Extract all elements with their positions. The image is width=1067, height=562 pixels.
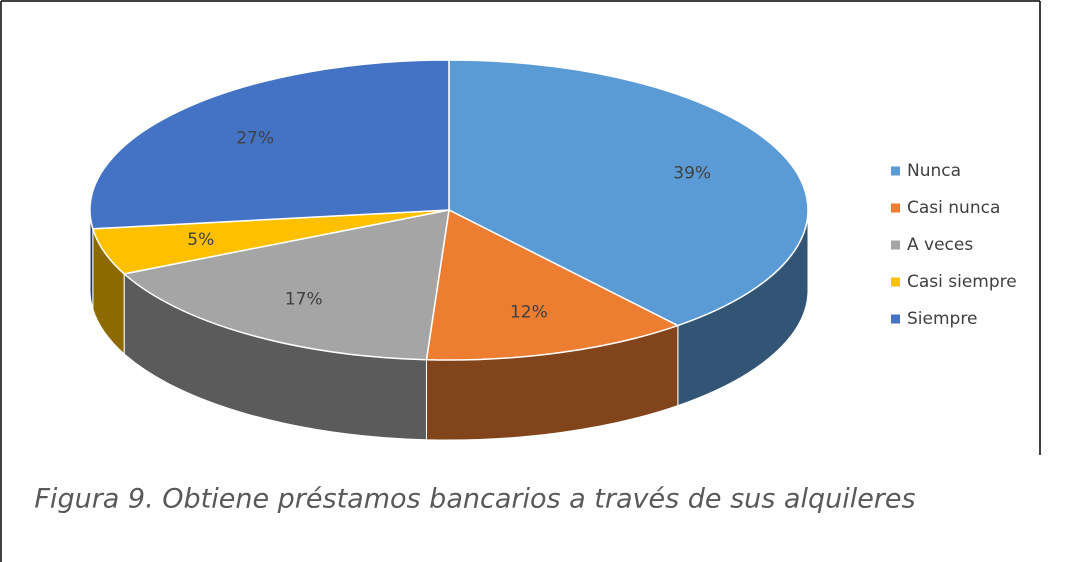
legend-swatch	[891, 314, 900, 324]
legend-swatch	[891, 240, 900, 250]
pie-slice	[425, 208, 680, 361]
legend-label: Nunca	[907, 161, 961, 181]
pie-slice	[89, 59, 450, 230]
data-label: 12%	[510, 303, 548, 323]
legend-swatch	[891, 203, 900, 213]
data-label: 27%	[236, 129, 274, 149]
legend-label: A veces	[907, 235, 973, 255]
legend-swatch	[891, 277, 900, 287]
caption: Figura 9. Obtiene préstamos bancarios a …	[34, 484, 915, 515]
data-label: 39%	[673, 163, 711, 183]
pie-slice	[122, 209, 450, 361]
pie-slice	[448, 59, 809, 327]
legend-label: Casi siempre	[907, 272, 1017, 292]
legend-label: Siempre	[907, 309, 977, 329]
legend-swatch	[891, 166, 900, 176]
data-label: 17%	[285, 289, 323, 309]
data-label: 5%	[187, 230, 214, 250]
legend-label: Casi nunca	[907, 198, 1000, 218]
